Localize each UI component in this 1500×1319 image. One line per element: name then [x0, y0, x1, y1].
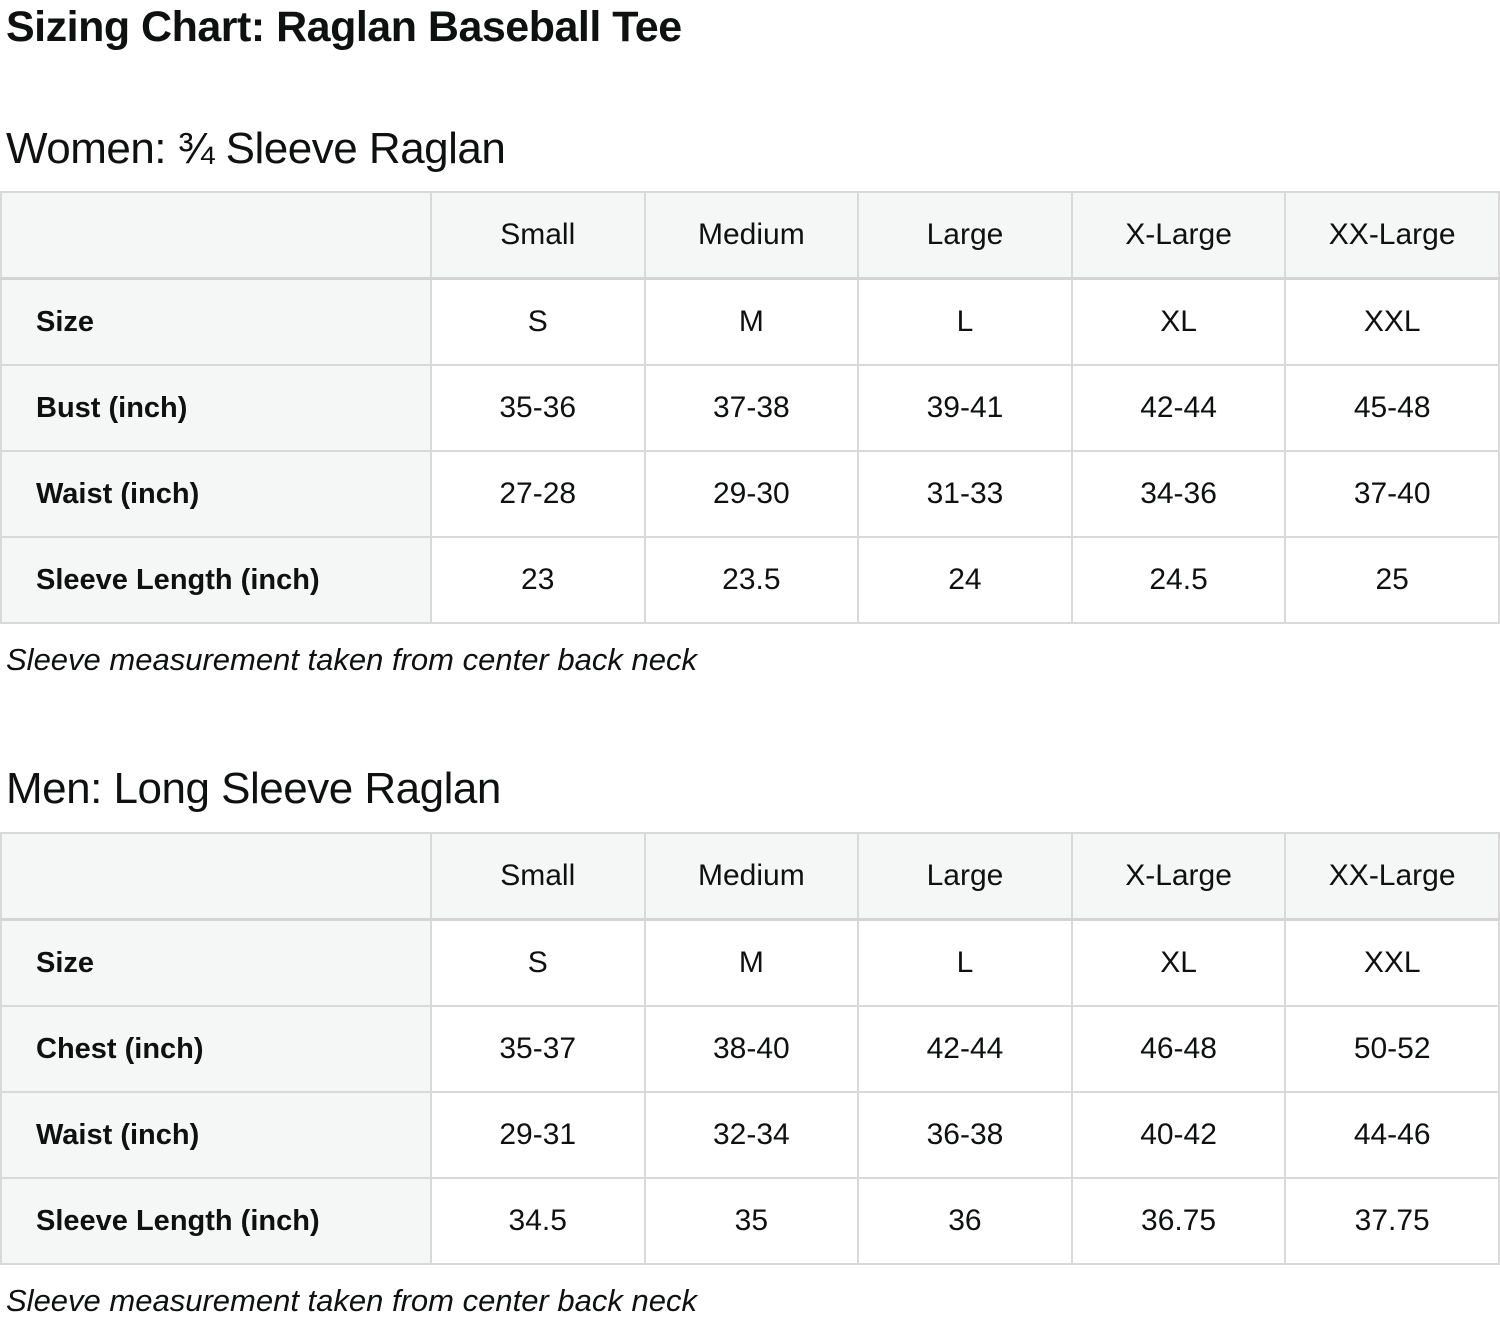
table-cell: 37-40 [1284, 450, 1500, 539]
column-header-small: Small [429, 832, 646, 922]
table-cell: S [429, 277, 646, 367]
table-cell: XXL [1284, 277, 1500, 367]
table-cell: 25 [1284, 536, 1500, 625]
table-cell: 39-41 [857, 364, 1073, 453]
row-label-size: Size [0, 918, 432, 1008]
row-label-waist: Waist (inch) [0, 450, 432, 539]
table-cell: 34-36 [1070, 450, 1287, 539]
men-header-row: Small Medium Large X-Large XX-Large [0, 832, 1500, 922]
page-title: Sizing Chart: Raglan Baseball Tee [6, 3, 682, 51]
table-cell: 37.75 [1284, 1177, 1500, 1266]
row-label-sleeve-length: Sleeve Length (inch) [0, 536, 432, 625]
table-cell: 42-44 [857, 1005, 1073, 1094]
table-cell: 35 [643, 1177, 860, 1266]
table-cell: M [643, 277, 860, 367]
table-cell: 24.5 [1070, 536, 1287, 625]
table-cell: M [643, 918, 860, 1008]
column-header-large: Large [857, 191, 1073, 281]
table-cell: 23.5 [643, 536, 860, 625]
row-label-waist: Waist (inch) [0, 1091, 432, 1180]
column-header-medium: Medium [643, 191, 860, 281]
table-cell: 27-28 [429, 450, 646, 539]
table-cell: XL [1070, 918, 1287, 1008]
women-sizing-table: Small Medium Large X-Large XX-Large Size… [0, 191, 1500, 625]
table-row-size: Size S M L XL XXL [0, 277, 1500, 367]
table-cell: 45-48 [1284, 364, 1500, 453]
column-header-small: Small [429, 191, 646, 281]
table-cell: 32-34 [643, 1091, 860, 1180]
table-cell: 40-42 [1070, 1091, 1287, 1180]
table-cell: 44-46 [1284, 1091, 1500, 1180]
column-header-xlarge: X-Large [1070, 191, 1287, 281]
column-header-xxlarge: XX-Large [1284, 191, 1500, 281]
table-row-sleeve-length: Sleeve Length (inch) 23 23.5 24 24.5 25 [0, 536, 1500, 625]
table-row-size: Size S M L XL XXL [0, 918, 1500, 1008]
table-cell: 36.75 [1070, 1177, 1287, 1266]
table-cell: XL [1070, 277, 1287, 367]
table-cell: 37-38 [643, 364, 860, 453]
table-cell: 35-36 [429, 364, 646, 453]
row-label-size: Size [0, 277, 432, 367]
table-cell: 23 [429, 536, 646, 625]
table-cell: 38-40 [643, 1005, 860, 1094]
table-cell: 24 [857, 536, 1073, 625]
table-cell: 29-31 [429, 1091, 646, 1180]
table-cell: 46-48 [1070, 1005, 1287, 1094]
table-cell: XXL [1284, 918, 1500, 1008]
column-header-large: Large [857, 832, 1073, 922]
table-cell: 50-52 [1284, 1005, 1500, 1094]
table-cell: S [429, 918, 646, 1008]
table-row-waist: Waist (inch) 27-28 29-30 31-33 34-36 37-… [0, 450, 1500, 539]
table-cell: 35-37 [429, 1005, 646, 1094]
table-row-sleeve-length: Sleeve Length (inch) 34.5 35 36 36.75 37… [0, 1177, 1500, 1266]
women-header-row: Small Medium Large X-Large XX-Large [0, 191, 1500, 281]
table-row-bust: Bust (inch) 35-36 37-38 39-41 42-44 45-4… [0, 364, 1500, 453]
sleeve-note-men: Sleeve measurement taken from center bac… [6, 1283, 697, 1319]
table-cell: 29-30 [643, 450, 860, 539]
table-row-waist: Waist (inch) 29-31 32-34 36-38 40-42 44-… [0, 1091, 1500, 1180]
row-label-chest: Chest (inch) [0, 1005, 432, 1094]
row-label-bust: Bust (inch) [0, 364, 432, 453]
table-cell: 31-33 [857, 450, 1073, 539]
corner-cell [0, 832, 432, 922]
column-header-xxlarge: XX-Large [1284, 832, 1500, 922]
section-heading-women: Women: ¾ Sleeve Raglan [6, 124, 506, 174]
corner-cell [0, 191, 432, 281]
column-header-xlarge: X-Large [1070, 832, 1287, 922]
row-label-sleeve-length: Sleeve Length (inch) [0, 1177, 432, 1266]
table-cell: L [857, 918, 1073, 1008]
column-header-medium: Medium [643, 832, 860, 922]
table-cell: L [857, 277, 1073, 367]
table-cell: 36 [857, 1177, 1073, 1266]
table-cell: 34.5 [429, 1177, 646, 1266]
table-cell: 42-44 [1070, 364, 1287, 453]
men-sizing-table: Small Medium Large X-Large XX-Large Size… [0, 832, 1500, 1266]
table-cell: 36-38 [857, 1091, 1073, 1180]
table-row-chest: Chest (inch) 35-37 38-40 42-44 46-48 50-… [0, 1005, 1500, 1094]
section-heading-men: Men: Long Sleeve Raglan [6, 763, 501, 813]
sleeve-note-women: Sleeve measurement taken from center bac… [6, 642, 697, 678]
